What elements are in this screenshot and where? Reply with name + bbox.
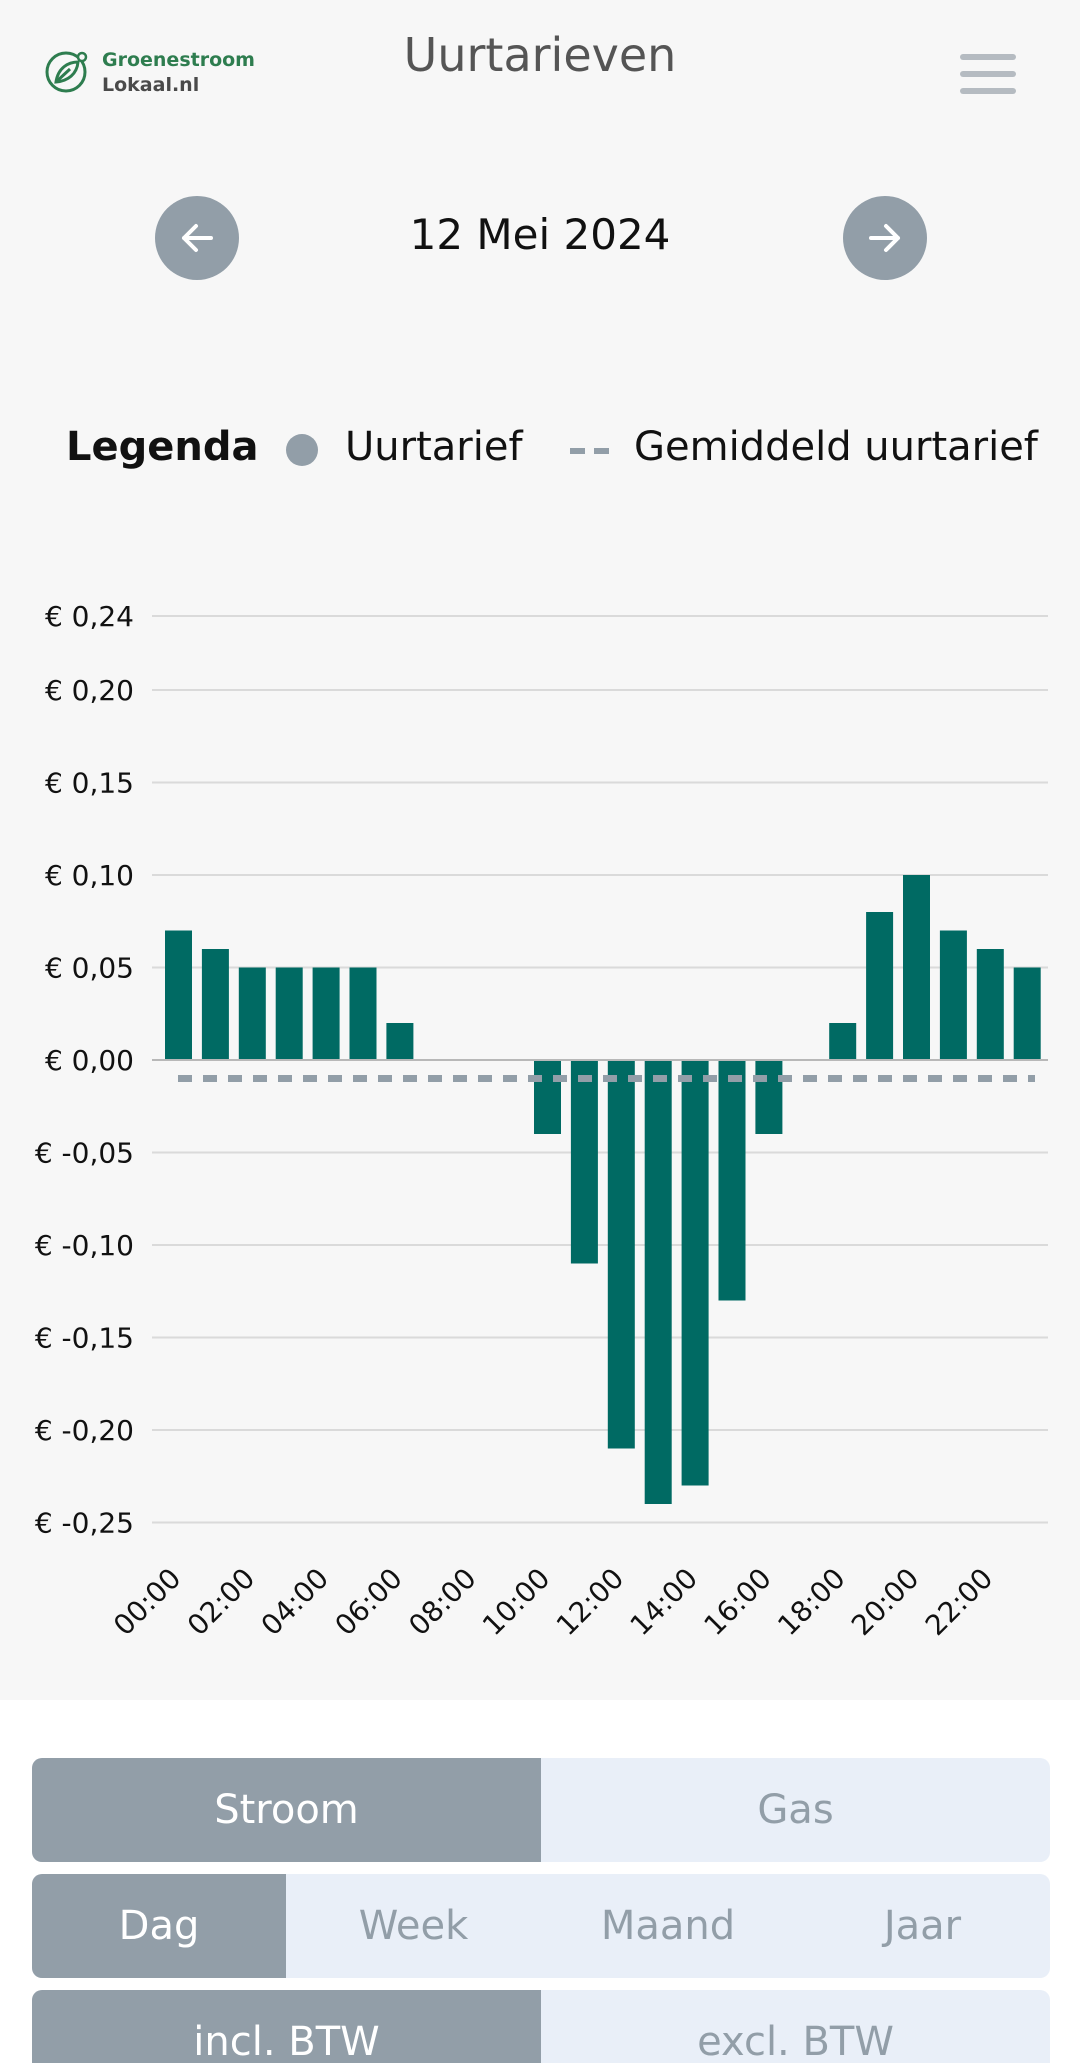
y-tick-label: € 0,20 [45, 674, 134, 707]
x-tick-label: 12:00 [550, 1562, 630, 1642]
bar [349, 967, 377, 1060]
next-day-button[interactable] [843, 196, 927, 280]
bar [386, 1023, 414, 1060]
page-title: Uurtarieven [403, 28, 677, 82]
x-tick-label: 20:00 [845, 1562, 925, 1642]
y-tick-label: € 0,00 [45, 1044, 134, 1077]
bar [755, 1060, 783, 1134]
arrow-left-icon [182, 224, 213, 252]
toggle-gas[interactable]: Gas [757, 1787, 834, 1833]
x-tick-label: 18:00 [771, 1562, 851, 1642]
y-tick-label: € 0,24 [45, 600, 134, 633]
legend-label-uurtarief: Uurtarief [345, 424, 523, 470]
legend-label-gemiddeld: Gemiddeld uurtarief [634, 424, 1038, 470]
bar [1013, 967, 1041, 1060]
y-tick-label: € 0,05 [45, 952, 134, 985]
arrow-right-icon [869, 224, 900, 252]
bar [718, 1060, 746, 1301]
x-tick-label: 04:00 [255, 1562, 335, 1642]
toggle-jaar[interactable]: Jaar [883, 1903, 962, 1949]
toggle-stroom[interactable]: Stroom [32, 1758, 541, 1862]
bar [570, 1060, 598, 1264]
x-tick-label: 02:00 [181, 1562, 261, 1642]
legend: Legenda Uurtarief Gemiddeld uurtarief [0, 420, 1080, 480]
bar [903, 875, 930, 1060]
energy-toggle: Stroom Gas [32, 1758, 1050, 1862]
bar [644, 1060, 672, 1504]
price-chart: € 0,24 € 0,20 € 0,15 € 0,10 € 0,05 € 0,00 € -0… [35, 600, 1048, 1642]
bar [275, 967, 303, 1060]
bar [534, 1060, 561, 1134]
hamburger-icon[interactable] [960, 54, 1016, 98]
y-tick-label: € -0,20 [35, 1414, 134, 1447]
leaf-icon [45, 51, 88, 93]
y-tick-label: € -0,15 [35, 1322, 134, 1355]
bar [976, 949, 1004, 1060]
legend-dash-icon [570, 448, 610, 454]
bar [312, 967, 340, 1060]
chart-panel [0, 0, 1080, 1700]
x-tick-label: 06:00 [328, 1562, 408, 1642]
logo-line1: Groenestroom [102, 49, 255, 71]
x-tick-label: 16:00 [697, 1562, 777, 1642]
tax-toggle: incl. BTW excl. BTW [32, 1990, 1050, 2063]
y-tick-label: € -0,05 [35, 1137, 134, 1170]
bar [829, 1023, 857, 1060]
bar [165, 930, 192, 1060]
brand-logo[interactable]: Groenestroom Lokaal.nl [44, 46, 264, 96]
bar [238, 967, 266, 1060]
toggle-dag[interactable]: Dag [32, 1874, 286, 1978]
y-tick-label: € -0,25 [35, 1507, 134, 1540]
bar [201, 949, 229, 1060]
bar [939, 930, 967, 1060]
x-tick-label: 14:00 [624, 1562, 704, 1642]
bar [866, 912, 894, 1060]
x-tick-label: 00:00 [107, 1562, 187, 1642]
x-tick-label: 10:00 [476, 1562, 556, 1642]
logo-line2: Lokaal.nl [102, 74, 200, 96]
y-tick-label: € -0,10 [35, 1229, 134, 1262]
toggle-maand[interactable]: Maand [600, 1903, 736, 1949]
y-tick-label: € 0,10 [45, 859, 134, 892]
x-tick-label: 08:00 [402, 1562, 482, 1642]
period-toggle: Dag Week Maand Jaar [32, 1874, 1050, 1978]
toggle-week[interactable]: Week [358, 1903, 469, 1949]
bar [681, 1060, 709, 1486]
toggle-incl-btw[interactable]: incl. BTW [32, 1990, 541, 2063]
legend-dot-icon [286, 434, 318, 466]
previous-day-button[interactable] [155, 196, 239, 280]
selected-date: 12 Mei 2024 [409, 210, 671, 259]
logo-text: Groenestroom Lokaal.nl [102, 48, 255, 98]
y-tick-label: € 0,15 [45, 767, 134, 800]
legend-title: Legenda [66, 424, 259, 470]
toggle-excl-btw[interactable]: excl. BTW [697, 2019, 894, 2063]
x-tick-label: 22:00 [919, 1562, 999, 1642]
bar [607, 1060, 635, 1449]
